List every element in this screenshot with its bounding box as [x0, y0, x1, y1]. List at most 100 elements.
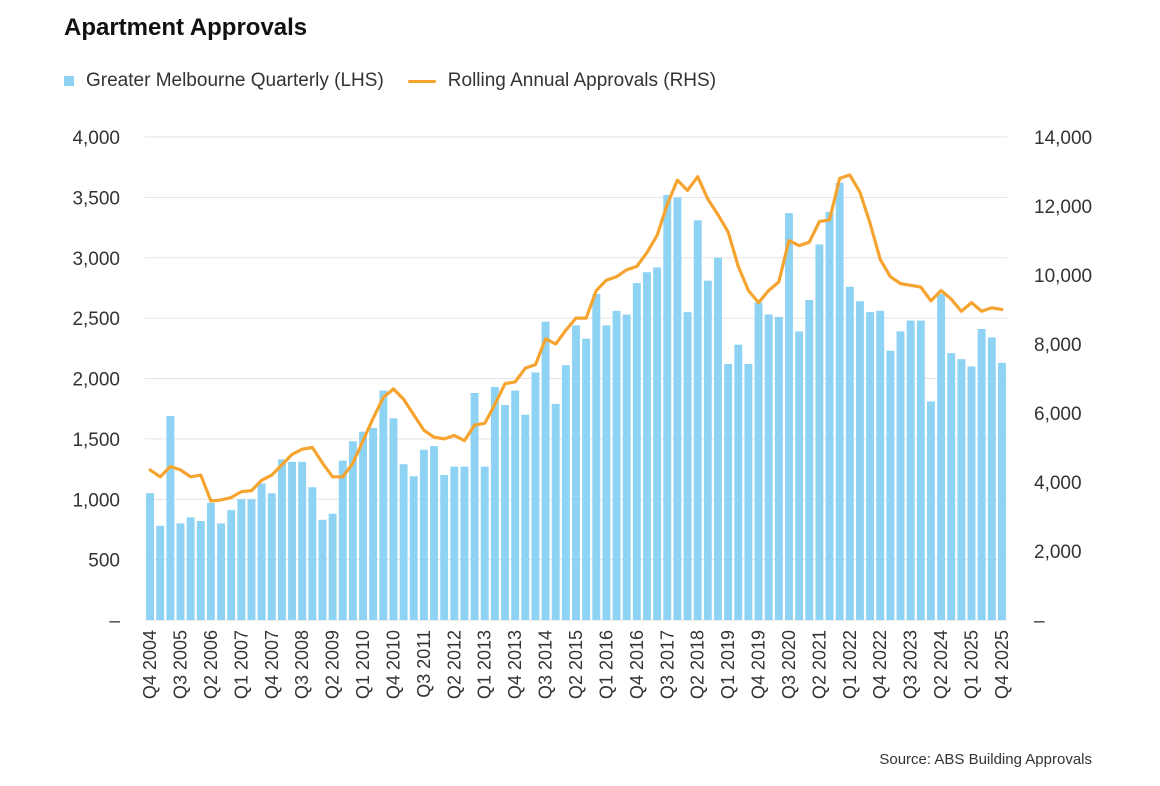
bar — [805, 300, 814, 620]
bar — [825, 211, 834, 621]
legend: Greater Melbourne Quarterly (LHS) Rollin… — [64, 70, 740, 92]
bar — [511, 390, 520, 620]
bar — [359, 431, 367, 620]
bar — [561, 365, 570, 620]
y-right-tick-label: 6,000 — [1034, 404, 1082, 425]
y-left-tick-label: 1,500 — [72, 430, 120, 451]
bar — [977, 328, 986, 620]
bar — [896, 331, 905, 620]
bar — [430, 446, 438, 620]
bar — [267, 493, 276, 620]
x-tick-label: Q3 2023 — [901, 630, 921, 699]
bar — [521, 414, 530, 620]
bar — [795, 331, 804, 620]
x-tick-label: Q1 2019 — [718, 630, 738, 699]
bar — [866, 312, 875, 620]
bar — [551, 403, 560, 620]
bar — [744, 364, 753, 620]
bar — [419, 449, 428, 620]
bar — [277, 459, 286, 620]
bar — [967, 366, 976, 620]
bar — [947, 353, 956, 620]
bar — [206, 502, 215, 620]
x-tick-label: Q1 2013 — [475, 630, 495, 699]
x-tick-label: Q3 2017 — [657, 630, 677, 699]
bar — [957, 359, 966, 620]
bar — [703, 280, 712, 620]
x-tick-label: Q2 2009 — [323, 630, 343, 699]
bar — [217, 523, 226, 620]
bar — [196, 520, 205, 620]
bar — [683, 312, 692, 620]
bar — [176, 523, 185, 620]
x-tick-label: Q4 2010 — [383, 630, 403, 699]
y-left-tick-label: 3,000 — [72, 249, 120, 270]
bar — [409, 476, 418, 620]
legend-item-line: Rolling Annual Approvals (RHS) — [407, 70, 717, 92]
legend-label-line: Rolling Annual Approvals (RHS) — [447, 70, 717, 91]
bar — [288, 461, 297, 620]
bar — [632, 283, 641, 620]
y-right-tick-label: 8,000 — [1034, 335, 1082, 356]
bar — [531, 372, 540, 620]
x-tick-label: Q1 2010 — [353, 630, 373, 699]
x-tick-label: Q3 2014 — [536, 630, 556, 699]
bar — [166, 415, 175, 620]
bar — [572, 325, 580, 620]
x-tick-label: Q4 2022 — [870, 630, 890, 699]
bar — [480, 466, 489, 620]
bar — [379, 390, 388, 620]
bar — [764, 314, 773, 620]
y-left-tick-label: 2,000 — [72, 370, 120, 391]
x-tick-label: Q1 2007 — [231, 630, 251, 699]
bar — [592, 293, 601, 620]
chart-title: Apartment Approvals — [64, 14, 308, 41]
x-tick-label: Q3 2008 — [292, 630, 312, 699]
legend-swatch-bars — [64, 76, 74, 86]
legend-label-bars: Greater Melbourne Quarterly (LHS) — [86, 70, 384, 91]
bar — [227, 510, 236, 620]
x-tick-label: Q1 2016 — [596, 630, 616, 699]
y-right-tick-label: – — [1034, 611, 1045, 632]
x-tick-label: Q1 2025 — [962, 630, 982, 699]
bar — [916, 320, 925, 620]
x-tick-label: Q4 2013 — [505, 630, 525, 699]
bar — [156, 525, 165, 620]
bar — [338, 460, 347, 620]
x-tick-label: Q4 2025 — [992, 630, 1012, 699]
bar — [785, 213, 793, 620]
bar — [855, 301, 864, 620]
x-tick-label: Q2 2006 — [201, 630, 221, 699]
bar — [734, 344, 743, 620]
bar — [440, 475, 449, 620]
bar — [815, 244, 824, 620]
bar — [298, 461, 307, 620]
bar — [450, 466, 459, 620]
bar — [247, 499, 256, 620]
y-right-tick-label: 14,000 — [1034, 128, 1092, 149]
bar — [724, 364, 733, 620]
bar — [643, 272, 651, 620]
bar — [389, 418, 398, 620]
bar — [622, 314, 631, 620]
bar — [663, 194, 672, 620]
x-tick-label: Q2 2021 — [809, 630, 829, 699]
x-tick-label: Q3 2020 — [779, 630, 799, 699]
bar — [612, 310, 621, 620]
y-left-tick-label: – — [109, 611, 120, 632]
y-right-tick-label: 12,000 — [1034, 197, 1092, 218]
legend-item-bars: Greater Melbourne Quarterly (LHS) — [64, 70, 384, 92]
bar — [369, 428, 378, 620]
x-tick-label: Q3 2005 — [170, 630, 190, 699]
bar — [876, 310, 885, 620]
bar — [470, 392, 479, 620]
bar — [237, 499, 246, 620]
rolling-annual-line — [148, 173, 1004, 503]
bar — [714, 257, 722, 620]
bar — [328, 513, 337, 620]
bar — [348, 441, 357, 620]
x-tick-label: Q4 2007 — [262, 630, 282, 699]
x-tick-label: Q2 2015 — [566, 630, 586, 699]
bar — [318, 519, 327, 620]
